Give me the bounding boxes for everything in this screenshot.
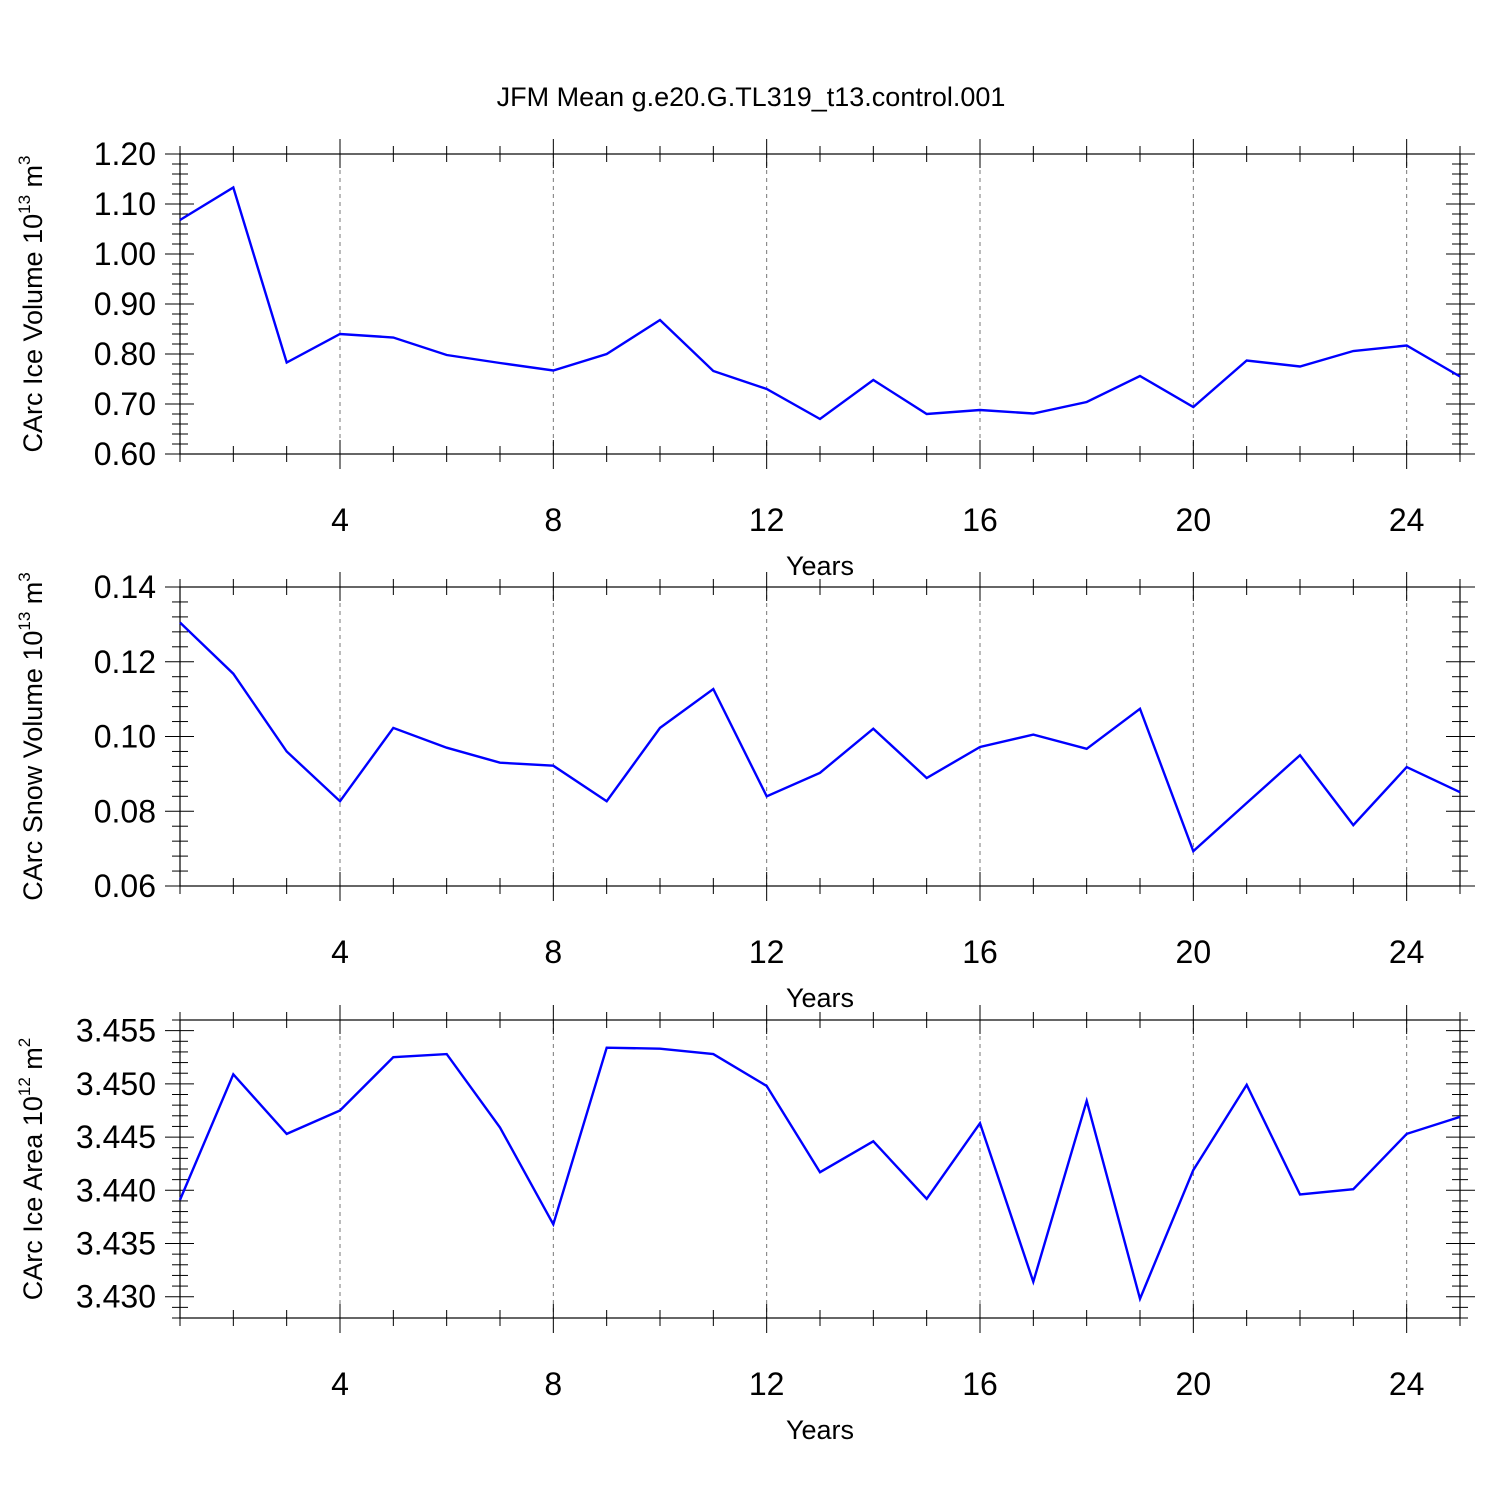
y-tick-label: 0.10 xyxy=(94,719,156,755)
x-tick-label: 24 xyxy=(1389,1366,1425,1402)
x-tick-label: 16 xyxy=(962,934,998,970)
x-tick-label: 4 xyxy=(331,934,349,970)
y-tick-label: 3.440 xyxy=(76,1172,156,1208)
y-tick-label: 0.14 xyxy=(94,569,156,605)
series-line xyxy=(179,185,1461,421)
x-tick-label: 20 xyxy=(1176,502,1212,538)
y-tick-label: 0.60 xyxy=(94,436,156,472)
y-axis-label: CArc Ice Volume 1013 m3 xyxy=(15,155,48,452)
x-axis-label: Years xyxy=(786,551,854,581)
y-tick-label: 0.90 xyxy=(94,286,156,322)
y-tick-label: 0.06 xyxy=(94,868,156,904)
x-tick-label: 8 xyxy=(544,934,562,970)
series-line xyxy=(179,621,1461,854)
x-tick-label: 12 xyxy=(749,502,785,538)
x-tick-label: 16 xyxy=(962,502,998,538)
panel-3: 3.430 3.435 3.440 3.445 3.450 3.455 4 8 12 16 20 24… xyxy=(15,1005,1475,1445)
x-axis-label: Years xyxy=(786,1415,854,1445)
x-tick-label: 4 xyxy=(331,1366,349,1402)
y-tick-label: 3.430 xyxy=(76,1279,156,1315)
y-axis-label: CArc Ice Area 1012 m2 xyxy=(15,1038,48,1301)
y-tick-label: 3.445 xyxy=(76,1119,156,1155)
x-tick-label: 20 xyxy=(1176,1366,1212,1402)
y-tick-label: 0.80 xyxy=(94,336,156,372)
x-tick-label: 20 xyxy=(1176,934,1212,970)
plot-frame xyxy=(179,1019,1461,1319)
y-tick-label: 3.435 xyxy=(76,1226,156,1262)
y-tick-label: 0.70 xyxy=(94,386,156,422)
y-tick-label: 1.20 xyxy=(94,136,156,172)
x-tick-label: 16 xyxy=(962,1366,998,1402)
x-tick-label: 12 xyxy=(749,934,785,970)
series-line xyxy=(178,1046,1461,1303)
x-tick-label: 24 xyxy=(1389,502,1425,538)
x-tick-label: 8 xyxy=(544,1366,562,1402)
y-tick-label: 0.12 xyxy=(94,644,156,680)
plot-frame xyxy=(179,586,1461,887)
x-tick-label: 12 xyxy=(749,1366,785,1402)
x-tick-label: 4 xyxy=(331,502,349,538)
panels: 0.60 0.70 0.80 0.90 1.00 1.10 1.20 4 8 12 16 20 24 Ye… xyxy=(15,136,1475,1445)
y-axis-label: CArc Snow Volume 1013 m3 xyxy=(15,572,48,901)
x-tick-label: 8 xyxy=(544,502,562,538)
y-tick-label: 3.455 xyxy=(76,1013,156,1049)
y-tick-label: 1.00 xyxy=(94,236,156,272)
y-tick-label: 0.08 xyxy=(94,793,156,829)
y-tick-label: 3.450 xyxy=(76,1066,156,1102)
panel-2: 0.06 0.08 0.10 0.12 0.14 4 8 12 16 20 24 Years CArc … xyxy=(15,569,1475,1013)
x-tick-label: 24 xyxy=(1389,934,1425,970)
figure-title: JFM Mean g.e20.G.TL319_t13.control.001 xyxy=(497,82,1006,112)
x-axis-label: Years xyxy=(786,983,854,1013)
panel-1: 0.60 0.70 0.80 0.90 1.00 1.10 1.20 4 8 12 16 20 24 Ye… xyxy=(15,136,1475,581)
plot-frame xyxy=(179,153,1461,455)
y-tick-label: 1.10 xyxy=(94,186,156,222)
